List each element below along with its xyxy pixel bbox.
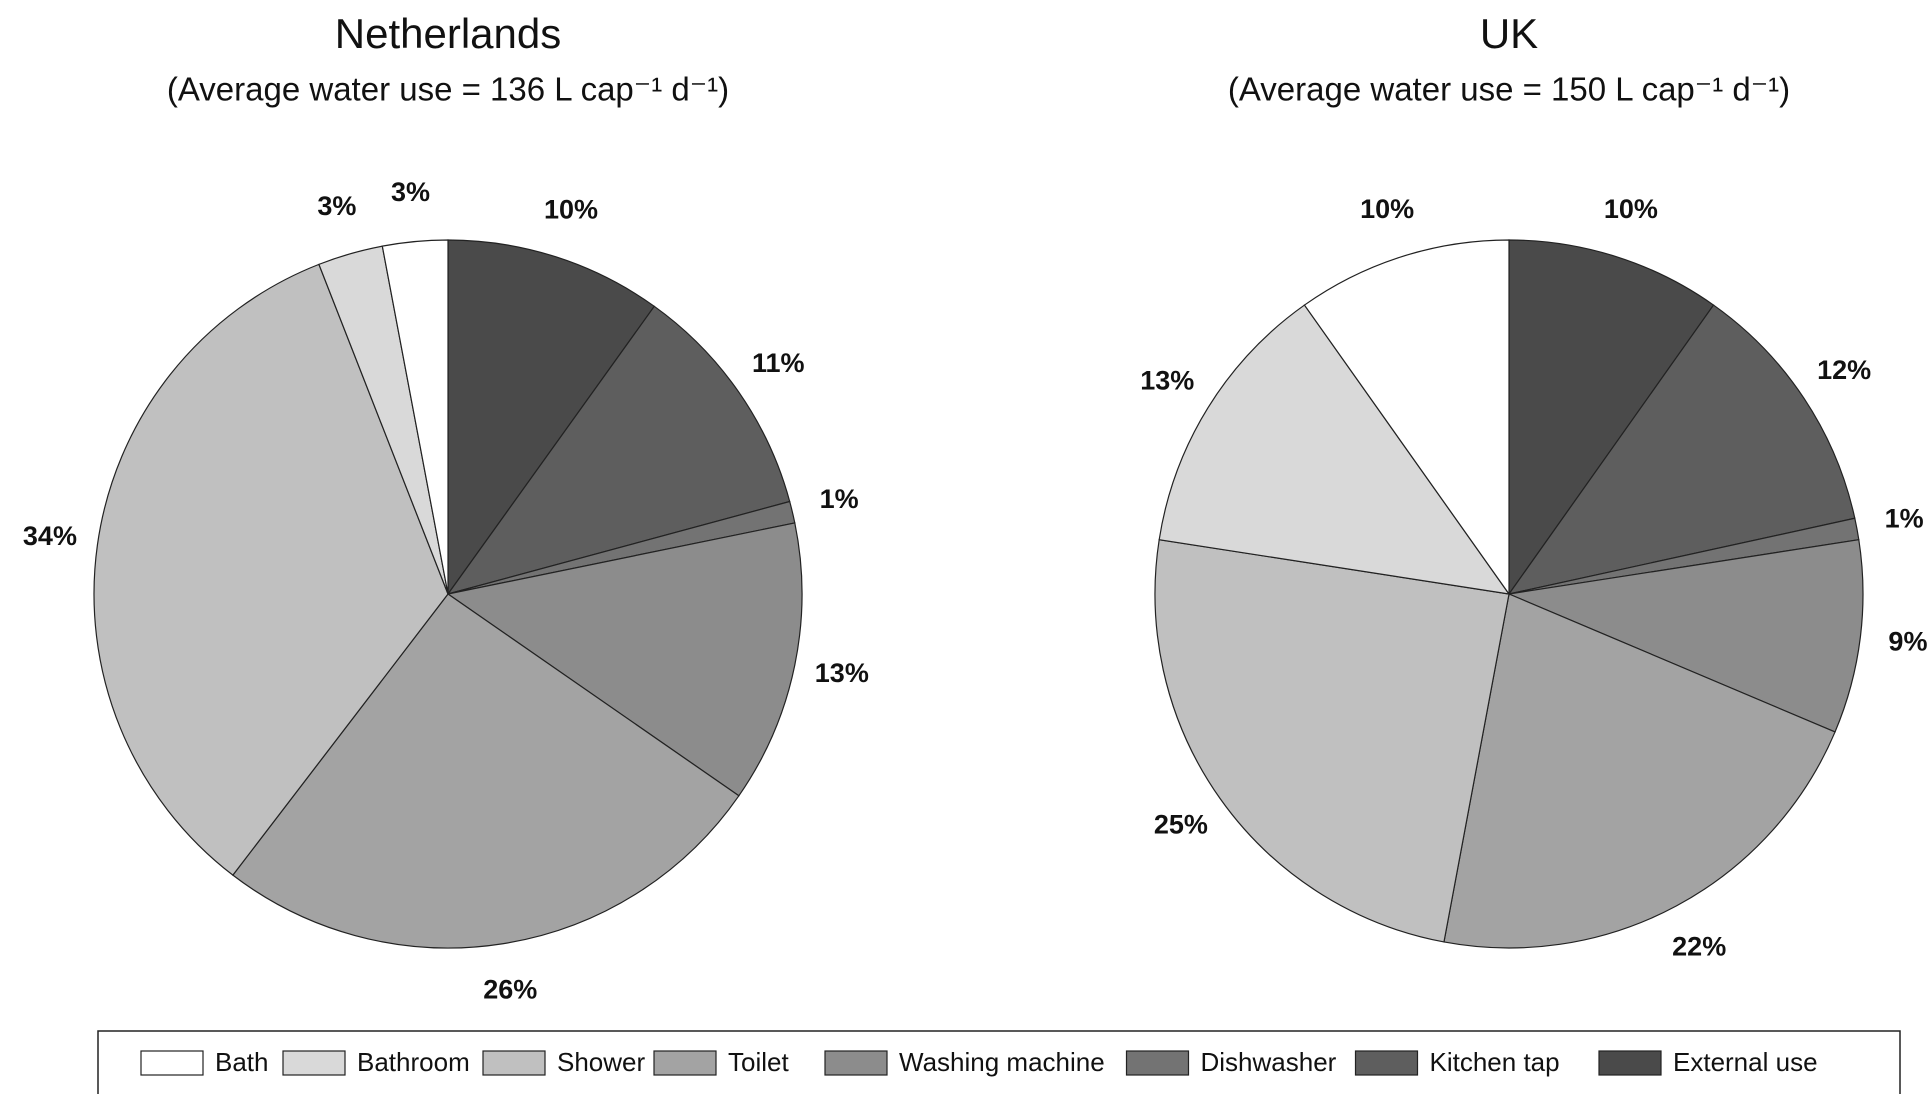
data-label: 12% [1817, 355, 1871, 385]
legend-label: Bathroom [357, 1047, 470, 1077]
data-label: 13% [815, 658, 869, 688]
legend-swatch [482, 1050, 546, 1076]
data-label: 1% [1885, 503, 1924, 533]
data-label: 26% [483, 974, 537, 1004]
pie-slice [446, 305, 791, 596]
legend-label: Bath [215, 1047, 269, 1077]
chart-title: Netherlands [335, 10, 561, 57]
data-label: 10% [1604, 194, 1658, 224]
pie-slice [1158, 304, 1511, 595]
legend-swatch [653, 1050, 717, 1076]
legend-swatch [1354, 1050, 1419, 1076]
chart-title: UK [1480, 10, 1538, 57]
data-label: 25% [1154, 809, 1208, 839]
data-label: 13% [1140, 365, 1194, 395]
legend-label: External use [1673, 1047, 1818, 1077]
pie-slice [447, 239, 656, 596]
pie-slice [93, 263, 449, 876]
legend-box [97, 1030, 1901, 1094]
data-label: 22% [1672, 931, 1726, 961]
legend-label: Dishwasher [1201, 1047, 1337, 1077]
chart-subtitle: (Average water use = 150 L cap⁻¹ d⁻¹) [1228, 71, 1790, 108]
data-label: 1% [820, 484, 859, 514]
data-label: 3% [317, 191, 356, 221]
pie-slice [446, 522, 803, 797]
legend-label: Toilet [728, 1047, 789, 1077]
legend-swatch [140, 1050, 204, 1076]
data-label: 3% [391, 177, 430, 207]
legend-swatch [1598, 1050, 1662, 1076]
pie-slice [1508, 239, 1715, 596]
legend-label: Washing machine [899, 1047, 1105, 1077]
data-label: 11% [752, 348, 805, 378]
data-label: 34% [23, 521, 77, 551]
legend-swatch [1125, 1050, 1190, 1076]
pie-slice [1506, 539, 1864, 733]
legend-label: Kitchen tap [1430, 1047, 1560, 1077]
pie-slice [1303, 239, 1510, 596]
legend-label: Shower [557, 1047, 645, 1077]
pie-slice [1443, 593, 1836, 949]
legend-swatch [824, 1050, 888, 1076]
chart-subtitle: (Average water use = 136 L cap⁻¹ d⁻¹) [167, 71, 729, 108]
data-label: 10% [544, 194, 598, 224]
pie-slice [381, 239, 449, 595]
data-label: 10% [1360, 194, 1414, 224]
data-label: 9% [1888, 627, 1927, 657]
pie-slice [1507, 304, 1856, 595]
pie-slice [1154, 539, 1510, 943]
legend-swatch [282, 1050, 346, 1076]
pie-slice [232, 593, 740, 949]
